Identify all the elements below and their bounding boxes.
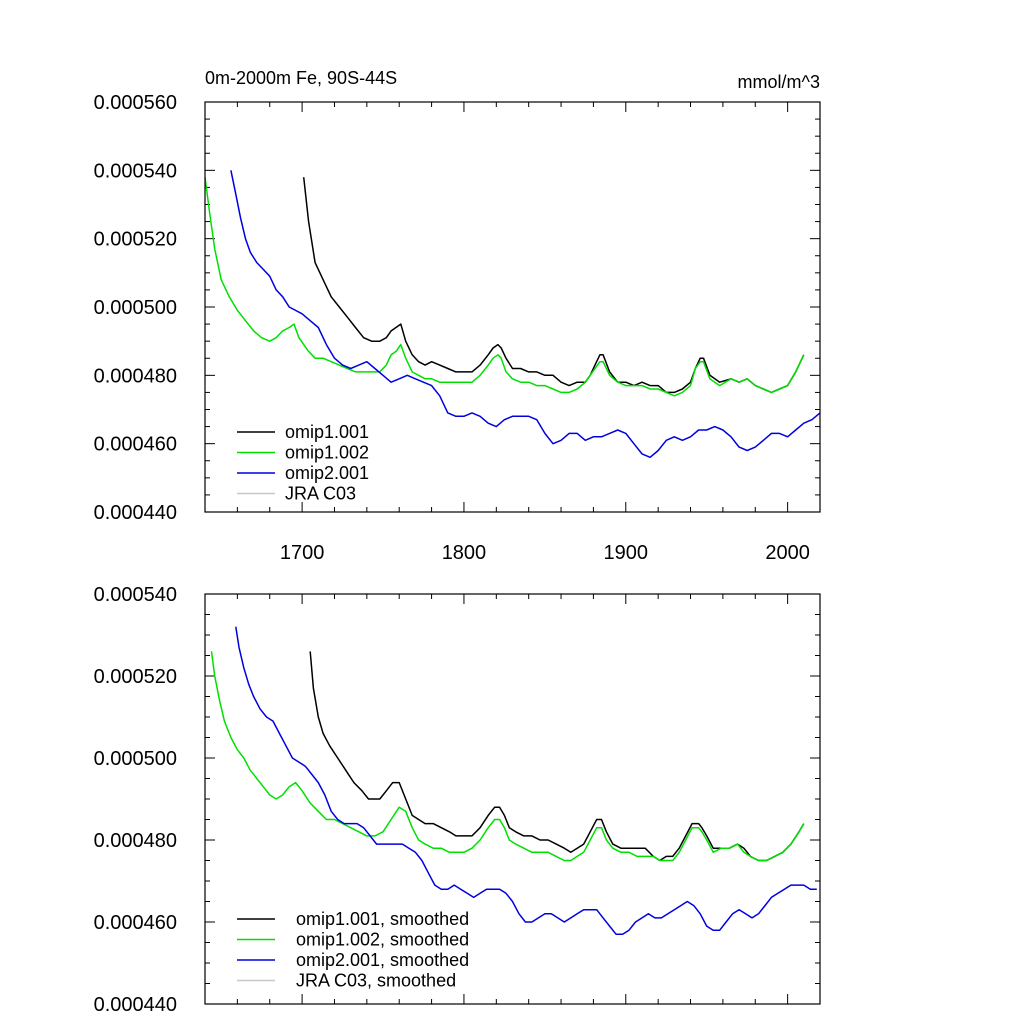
y-tick-label: 0.000540 — [94, 584, 177, 606]
x-tick-label: 1700 — [280, 542, 325, 564]
y-tick-label: 0.000440 — [94, 502, 177, 524]
y-tick-label: 0.000520 — [94, 229, 177, 251]
x-tick-label: 2000 — [765, 542, 810, 564]
legend-label: omip1.001, smoothed — [296, 909, 469, 929]
x-tick-label: 1800 — [442, 542, 487, 564]
series-line — [204, 177, 805, 397]
top-chart-panel: 0m-2000m Fe, 90S-44S mmol/m^3 0.0004400.… — [94, 68, 821, 564]
y-tick-label: 0.000520 — [94, 666, 177, 688]
series-line — [309, 651, 805, 862]
x-tick-label: 1900 — [604, 542, 649, 564]
y-tick-label: 0.000440 — [94, 994, 177, 1016]
bottom-axis-ticks: 0.000440 0.000460 0.000480 0.000500 0.000520… — [94, 584, 821, 1016]
series-line — [230, 170, 821, 459]
y-tick-label: 0.000500 — [94, 297, 177, 319]
top-series-lines — [204, 170, 821, 459]
bottom-plot-frame — [204, 593, 821, 1005]
legend-label: JRA C03 — [285, 484, 356, 504]
units-label: mmol/m^3 — [738, 72, 820, 92]
top-plot-frame — [204, 101, 821, 513]
series-line — [210, 651, 805, 862]
series-line — [235, 626, 817, 936]
legend-label: JRA C03, smoothed — [296, 971, 456, 991]
top-axis-ticks: 0.000440 0.000460 0.000480 0.000500 0.000520… — [94, 92, 821, 564]
legend-label: omip1.001 — [285, 422, 369, 442]
y-tick-label: 0.000480 — [94, 365, 177, 387]
y-tick-label: 0.000560 — [94, 92, 177, 114]
chart-title: 0m-2000m Fe, 90S-44S — [205, 68, 397, 88]
bottom-series-lines — [210, 626, 817, 936]
y-tick-label: 0.000500 — [94, 748, 177, 770]
y-tick-label: 0.000460 — [94, 912, 177, 934]
series-line — [302, 177, 805, 394]
y-tick-label: 0.000480 — [94, 830, 177, 852]
legend-label: omip1.002, smoothed — [296, 930, 469, 950]
bottom-chart-panel: 0.000440 0.000460 0.000480 0.000500 0.000520… — [94, 584, 821, 1016]
legend-label: omip2.001, smoothed — [296, 950, 469, 970]
legend-label: omip2.001 — [285, 463, 369, 483]
legend-label: omip1.002 — [285, 443, 369, 463]
y-tick-label: 0.000540 — [94, 160, 177, 182]
y-tick-label: 0.000460 — [94, 434, 177, 456]
